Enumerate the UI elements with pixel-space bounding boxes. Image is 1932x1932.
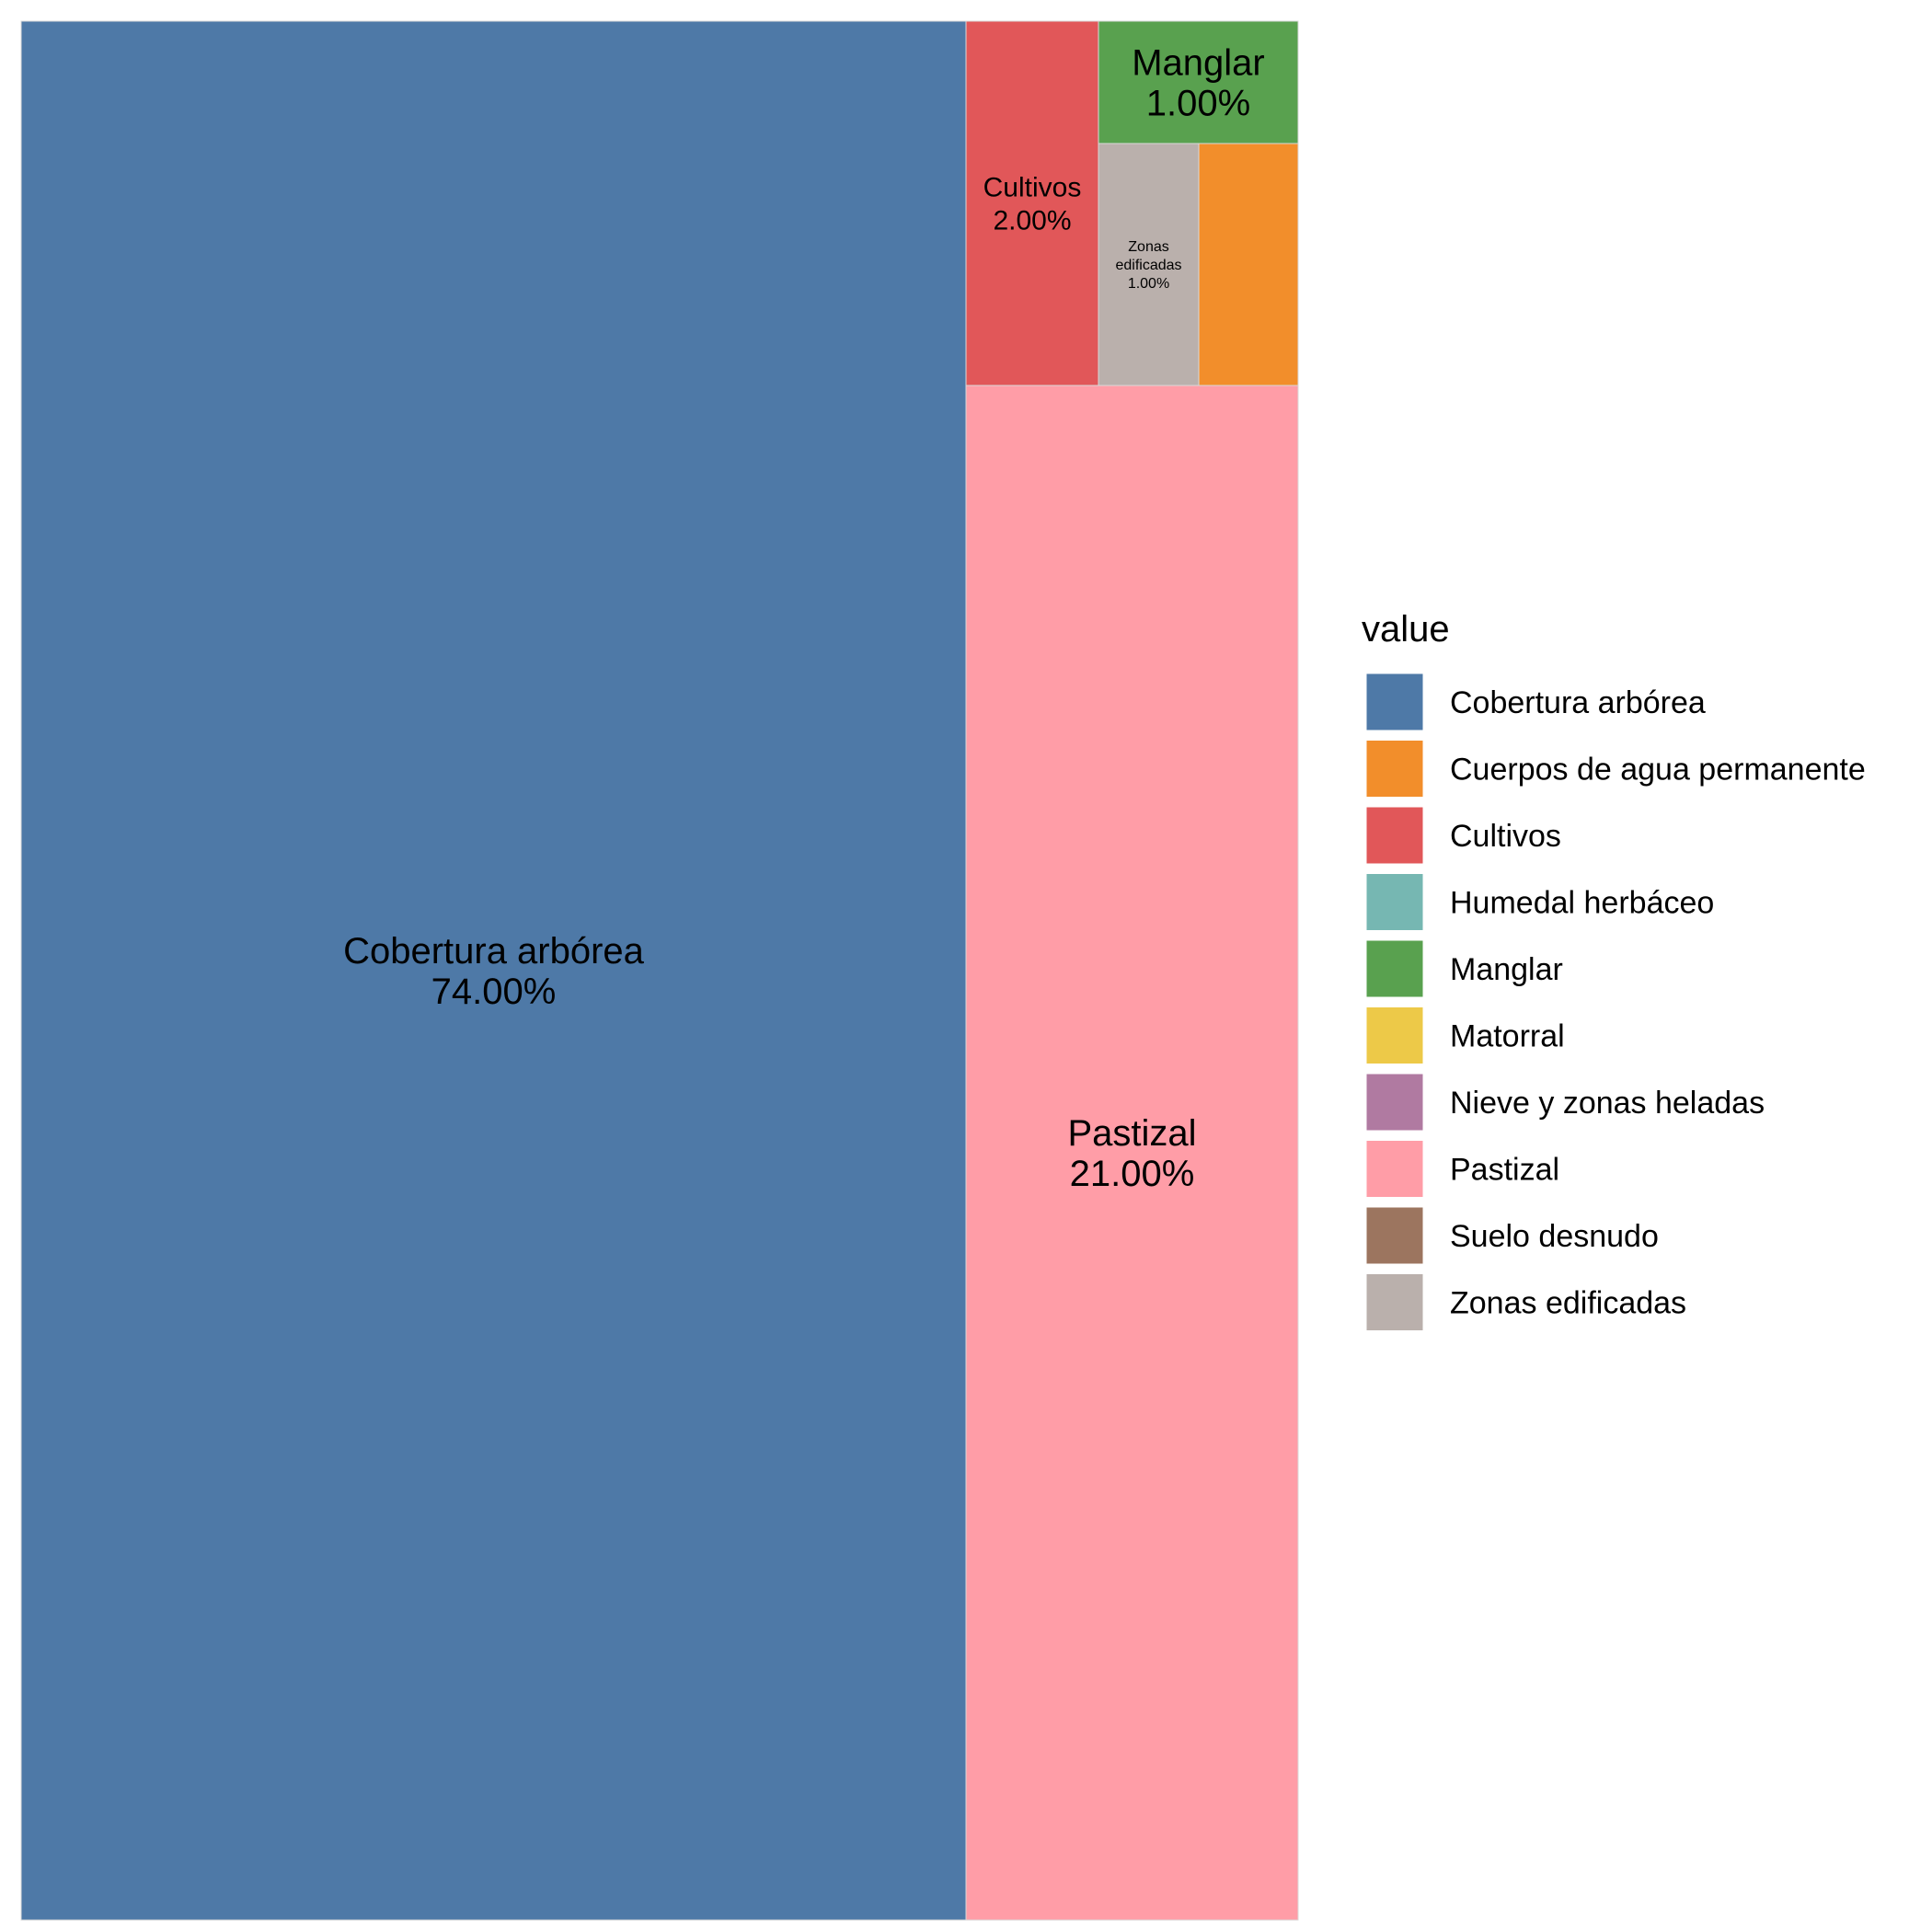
legend-item: Cobertura arbórea	[1363, 671, 1706, 733]
legend-swatch	[1363, 804, 1426, 867]
treemap-tile-rect	[1098, 20, 1299, 144]
treemap-tile-percent: 1.00%	[1146, 84, 1250, 124]
treemap-tile-percent: 21.00%	[1070, 1154, 1195, 1194]
legend-title: value	[1362, 609, 1450, 650]
legend-label: Pastizal	[1450, 1153, 1559, 1188]
treemap-tile-rect	[965, 385, 1299, 1921]
legend-swatch	[1363, 1204, 1426, 1267]
treemap-tile-name: Cultivos	[983, 173, 1082, 203]
legend-label: Matorral	[1450, 1019, 1565, 1054]
legend-label: Cultivos	[1450, 819, 1561, 854]
treemap-tile-name: Cobertura arbórea	[343, 931, 645, 972]
treemap-tile-label: Zonas edificadas 1.00%	[1115, 239, 1181, 292]
treemap-tile-rect	[1098, 143, 1200, 386]
legend-swatch	[1363, 1071, 1426, 1133]
legend-item: Matorral	[1363, 1005, 1565, 1066]
legend-label: Nieve y zonas heladas	[1450, 1086, 1765, 1121]
treemap-tile-label: Pastizal 21.00%	[1067, 1113, 1196, 1194]
legend-item: Humedal herbáceo	[1363, 871, 1714, 933]
treemap-tile-label: Cultivos 2.00%	[983, 173, 1082, 236]
legend-item: Nieve y zonas heladas	[1363, 1071, 1765, 1133]
legend-items: Cobertura arbórea Cuerpos de agua permane…	[1363, 671, 1866, 1333]
treemap-tile: Manglar 1.00%	[1098, 20, 1299, 144]
treemap-tile: Cultivos 2.00%	[965, 20, 1099, 386]
legend-label: Suelo desnudo	[1450, 1219, 1659, 1254]
legend-swatch	[1363, 671, 1426, 733]
legend-label: Manglar	[1450, 952, 1563, 987]
treemap-tiles: Cobertura arbórea 74.00% Pastizal 21.00% Cul…	[20, 20, 1299, 1921]
treemap-tile	[1198, 143, 1299, 386]
legend-label: Cuerpos de agua permanente	[1450, 753, 1866, 788]
treemap-tile-name: edificadas	[1115, 258, 1181, 273]
legend-item: Pastizal	[1363, 1138, 1559, 1200]
legend-item: Suelo desnudo	[1363, 1204, 1659, 1267]
legend-label: Zonas edificadas	[1450, 1286, 1686, 1321]
treemap-tile: Zonas edificadas 1.00%	[1098, 143, 1200, 386]
legend-swatch	[1363, 1138, 1426, 1200]
legend-label: Humedal herbáceo	[1450, 886, 1714, 921]
treemap-tile-percent: 1.00%	[1128, 276, 1169, 292]
treemap-tile-name: Zonas	[1128, 239, 1168, 255]
legend-swatch	[1363, 1271, 1426, 1333]
legend-swatch	[1363, 738, 1426, 799]
treemap-tile-name: Pastizal	[1067, 1113, 1196, 1154]
treemap-tile-label: Cobertura arbórea 74.00%	[343, 931, 645, 1012]
legend-item: Manglar	[1363, 937, 1563, 1000]
treemap-tile-name: Manglar	[1132, 43, 1265, 84]
treemap-tile-label: Manglar 1.00%	[1132, 43, 1265, 124]
legend: value Cobertura arbórea Cuerpos de agua p…	[1362, 609, 1866, 1333]
legend-label: Cobertura arbórea	[1450, 685, 1706, 720]
legend-swatch	[1363, 871, 1426, 933]
treemap-tile-rect	[20, 20, 967, 1921]
treemap-tile-rect	[1198, 143, 1299, 386]
treemap-tile-percent: 2.00%	[993, 206, 1071, 236]
legend-item: Cultivos	[1363, 804, 1561, 867]
legend-swatch	[1363, 1005, 1426, 1066]
legend-item: Cuerpos de agua permanente	[1363, 738, 1866, 799]
treemap-tile: Cobertura arbórea 74.00%	[20, 20, 967, 1921]
treemap-tile-rect	[965, 20, 1099, 386]
legend-swatch	[1363, 937, 1426, 1000]
treemap-tile-percent: 74.00%	[431, 972, 557, 1012]
treemap-tile: Pastizal 21.00%	[965, 385, 1299, 1921]
legend-item: Zonas edificadas	[1363, 1271, 1686, 1333]
